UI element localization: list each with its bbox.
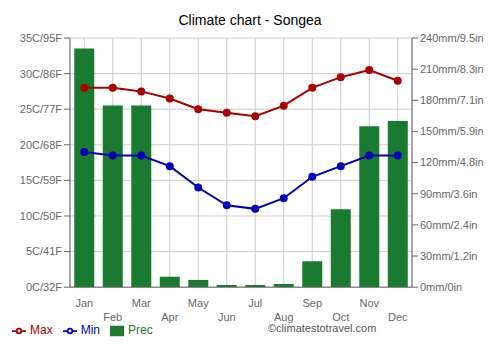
svg-text:Feb: Feb — [103, 311, 122, 323]
svg-text:5C/41F: 5C/41F — [26, 245, 62, 257]
svg-text:Sep: Sep — [302, 297, 322, 309]
svg-text:25C/77F: 25C/77F — [20, 103, 62, 115]
svg-text:90mm/3.6in: 90mm/3.6in — [420, 188, 477, 200]
html-text:Prec: Prec — [128, 323, 153, 338]
html-text:Climate chart - Songea: Climate chart - Songea — [178, 12, 322, 28]
html-text:©climatestotravel.com: ©climatestotravel.com — [268, 322, 377, 334]
svg-text:Jul: Jul — [248, 297, 262, 309]
html-text:Max: Max — [30, 323, 53, 338]
svg-text:120mm/4.8in: 120mm/4.8in — [420, 156, 484, 168]
svg-text:0C/32F: 0C/32F — [26, 281, 62, 293]
svg-text:15C/59F: 15C/59F — [20, 174, 62, 186]
svg-text:Dec: Dec — [388, 311, 408, 323]
svg-text:150mm/5.9in: 150mm/5.9in — [420, 125, 484, 137]
svg-text:210mm/8.3in: 210mm/8.3in — [420, 63, 484, 75]
svg-text:10C/50F: 10C/50F — [20, 210, 62, 222]
svg-text:20C/68F: 20C/68F — [20, 139, 62, 151]
svg-text:30C/86F: 30C/86F — [20, 68, 62, 80]
svg-text:Aug: Aug — [274, 311, 294, 323]
svg-text:Jun: Jun — [218, 311, 236, 323]
svg-text:180mm/7.1in: 180mm/7.1in — [420, 94, 484, 106]
svg-text:Nov: Nov — [359, 297, 379, 309]
svg-text:Mar: Mar — [132, 297, 151, 309]
svg-text:35C/95F: 35C/95F — [20, 32, 62, 44]
svg-text:30mm/1.2in: 30mm/1.2in — [420, 250, 477, 262]
svg-text:Apr: Apr — [161, 311, 178, 323]
svg-text:Oct: Oct — [332, 311, 349, 323]
svg-text:Jan: Jan — [75, 297, 93, 309]
svg-text:0mm/0in: 0mm/0in — [420, 281, 462, 293]
svg-text:May: May — [188, 297, 209, 309]
html-text:Min: Min — [80, 323, 100, 338]
svg-text:240mm/9.5in: 240mm/9.5in — [420, 32, 484, 44]
svg-text:60mm/2.4in: 60mm/2.4in — [420, 219, 477, 231]
